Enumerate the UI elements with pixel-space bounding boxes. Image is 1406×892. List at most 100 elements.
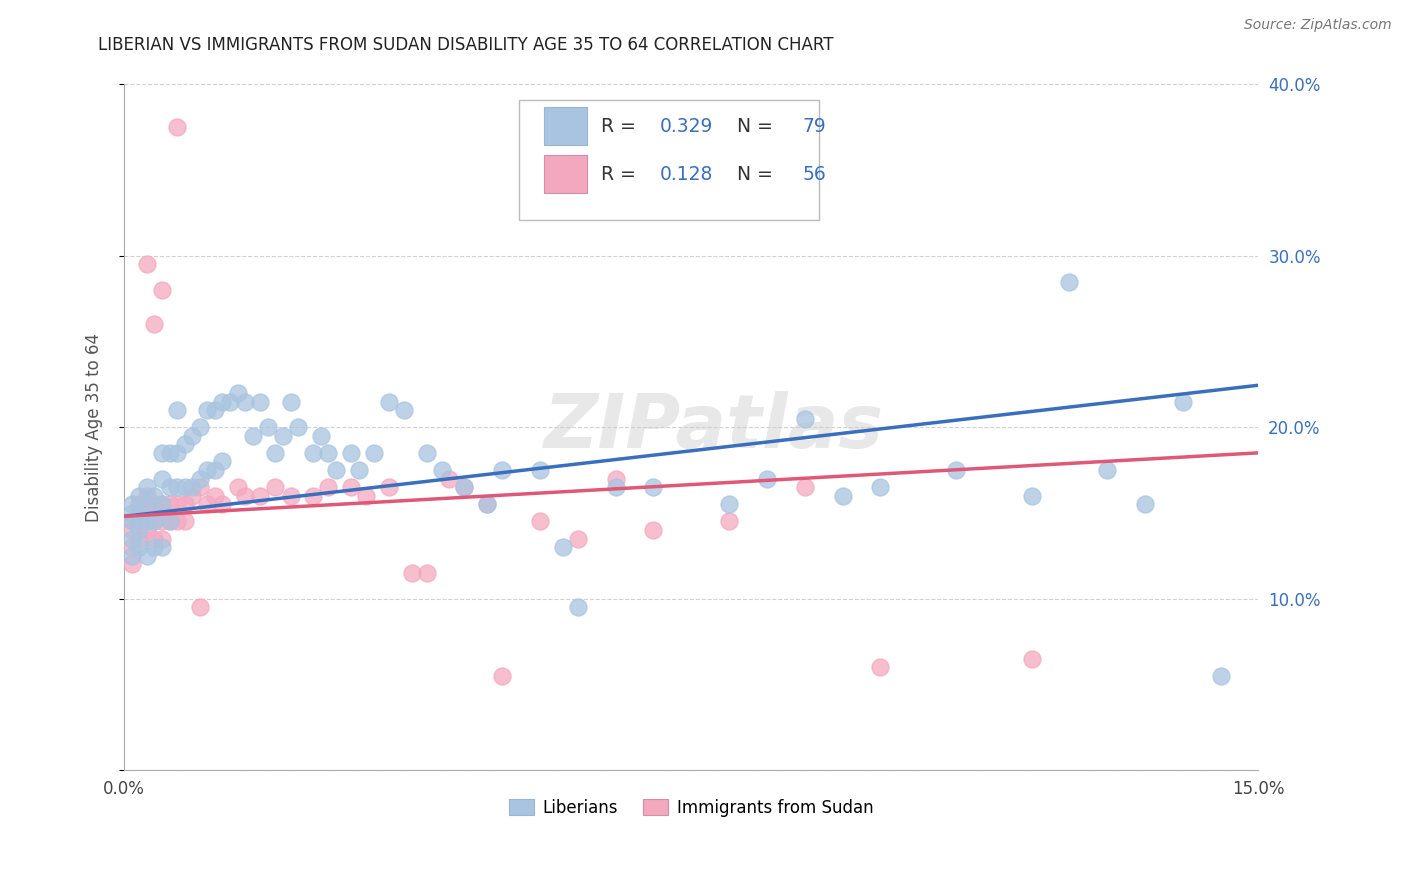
FancyBboxPatch shape: [544, 155, 586, 193]
Point: [392, 403, 415, 417]
Point: [256, 420, 278, 434]
Point: [128, 506, 150, 520]
Point: [135, 497, 157, 511]
Legend: Liberians, Immigrants from Sudan: Liberians, Immigrants from Sudan: [503, 792, 880, 823]
Text: 79: 79: [803, 117, 827, 136]
Point: [415, 446, 437, 460]
Point: [233, 394, 256, 409]
Point: [340, 446, 363, 460]
Point: [226, 480, 249, 494]
Point: [1059, 275, 1081, 289]
Point: [166, 120, 188, 135]
Point: [128, 532, 150, 546]
Point: [233, 489, 256, 503]
Text: LIBERIAN VS IMMIGRANTS FROM SUDAN DISABILITY AGE 35 TO 64 CORRELATION CHART: LIBERIAN VS IMMIGRANTS FROM SUDAN DISABI…: [98, 36, 834, 54]
Text: N =: N =: [725, 117, 779, 136]
Point: [204, 403, 226, 417]
Point: [1171, 394, 1194, 409]
Point: [173, 480, 195, 494]
Point: [643, 523, 665, 537]
Text: R =: R =: [600, 117, 641, 136]
Point: [211, 394, 233, 409]
Point: [150, 540, 173, 554]
Point: [159, 515, 181, 529]
Point: [135, 489, 157, 503]
Point: [173, 497, 195, 511]
Point: [340, 480, 363, 494]
Point: [128, 540, 150, 554]
Point: [271, 429, 294, 443]
Point: [280, 489, 302, 503]
FancyBboxPatch shape: [519, 100, 820, 220]
Point: [249, 394, 271, 409]
Point: [188, 600, 211, 615]
Point: [121, 515, 143, 529]
Point: [363, 446, 385, 460]
Point: [605, 480, 627, 494]
Point: [121, 540, 143, 554]
Point: [567, 600, 589, 615]
Point: [318, 446, 340, 460]
Point: [439, 472, 461, 486]
Point: [128, 515, 150, 529]
Point: [159, 515, 181, 529]
Point: [121, 549, 143, 563]
Point: [135, 549, 157, 563]
Point: [280, 394, 302, 409]
Point: [166, 480, 188, 494]
Point: [135, 480, 157, 494]
Point: [226, 386, 249, 401]
Point: [204, 489, 226, 503]
Point: [143, 497, 166, 511]
Point: [150, 446, 173, 460]
Point: [302, 446, 325, 460]
Point: [135, 506, 157, 520]
Point: [188, 420, 211, 434]
Point: [150, 515, 173, 529]
Text: 0.128: 0.128: [659, 165, 713, 184]
Point: [143, 540, 166, 554]
Point: [453, 480, 475, 494]
Point: [1209, 669, 1232, 683]
Point: [166, 515, 188, 529]
Point: [166, 403, 188, 417]
Point: [121, 558, 143, 572]
Point: [219, 394, 242, 409]
Point: [551, 540, 574, 554]
Text: Source: ZipAtlas.com: Source: ZipAtlas.com: [1244, 18, 1392, 32]
Point: [128, 523, 150, 537]
Point: [211, 454, 233, 468]
Point: [128, 497, 150, 511]
Point: [793, 411, 815, 425]
Point: [173, 515, 195, 529]
Point: [150, 497, 173, 511]
Point: [567, 532, 589, 546]
Point: [121, 532, 143, 546]
Point: [121, 497, 143, 511]
Point: [354, 489, 377, 503]
Text: N =: N =: [725, 165, 779, 184]
Point: [249, 489, 271, 503]
Point: [453, 480, 475, 494]
Point: [318, 480, 340, 494]
Point: [491, 669, 513, 683]
Point: [166, 497, 188, 511]
Point: [204, 463, 226, 477]
Point: [195, 463, 218, 477]
Point: [430, 463, 453, 477]
Point: [128, 489, 150, 503]
Y-axis label: Disability Age 35 to 64: Disability Age 35 to 64: [86, 333, 103, 522]
Point: [945, 463, 967, 477]
Point: [181, 480, 204, 494]
Point: [309, 429, 332, 443]
Point: [121, 523, 143, 537]
Point: [475, 497, 498, 511]
Point: [718, 515, 741, 529]
Point: [143, 318, 166, 332]
Point: [415, 566, 437, 580]
Point: [159, 446, 181, 460]
Point: [378, 480, 401, 494]
Point: [135, 515, 157, 529]
Point: [347, 463, 370, 477]
Point: [401, 566, 423, 580]
